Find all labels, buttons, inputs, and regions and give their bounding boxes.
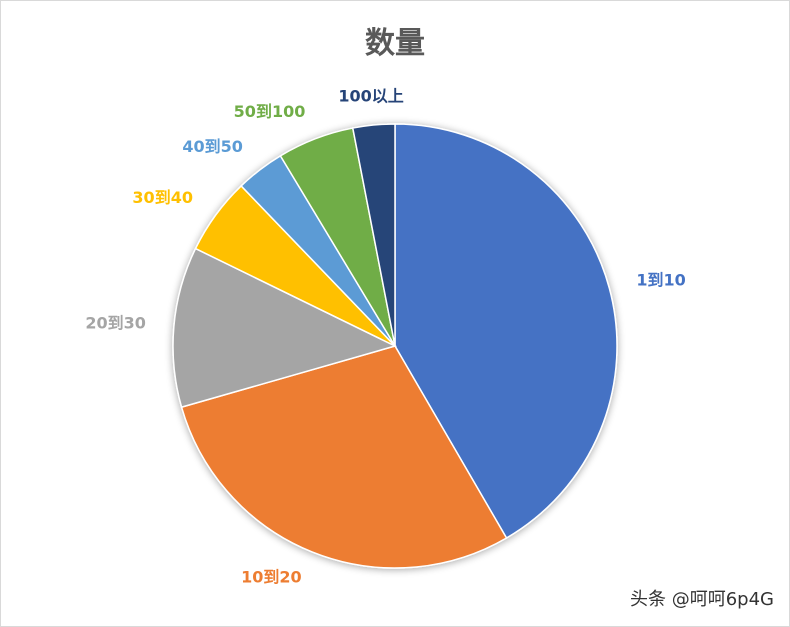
slice-label-3: 20到30 [85,314,146,333]
pie-slice-3 [172,247,398,409]
slice-label-4: 30到40 [132,188,193,207]
slice-label-2: 10到20 [241,567,302,586]
slice-label-1: 1到10 [636,270,685,289]
chart-title: 数量 [365,26,425,61]
pie-slice-1 [394,123,618,539]
pie-slice-7 [351,123,396,347]
watermark: 头条 @呵呵6p4G [630,589,774,610]
slice-label-7: 100以上 [338,87,403,106]
slice-label-6: 50到100 [234,102,306,121]
pie-slice-2 [180,345,508,569]
slice-label-5: 40到50 [182,137,243,156]
